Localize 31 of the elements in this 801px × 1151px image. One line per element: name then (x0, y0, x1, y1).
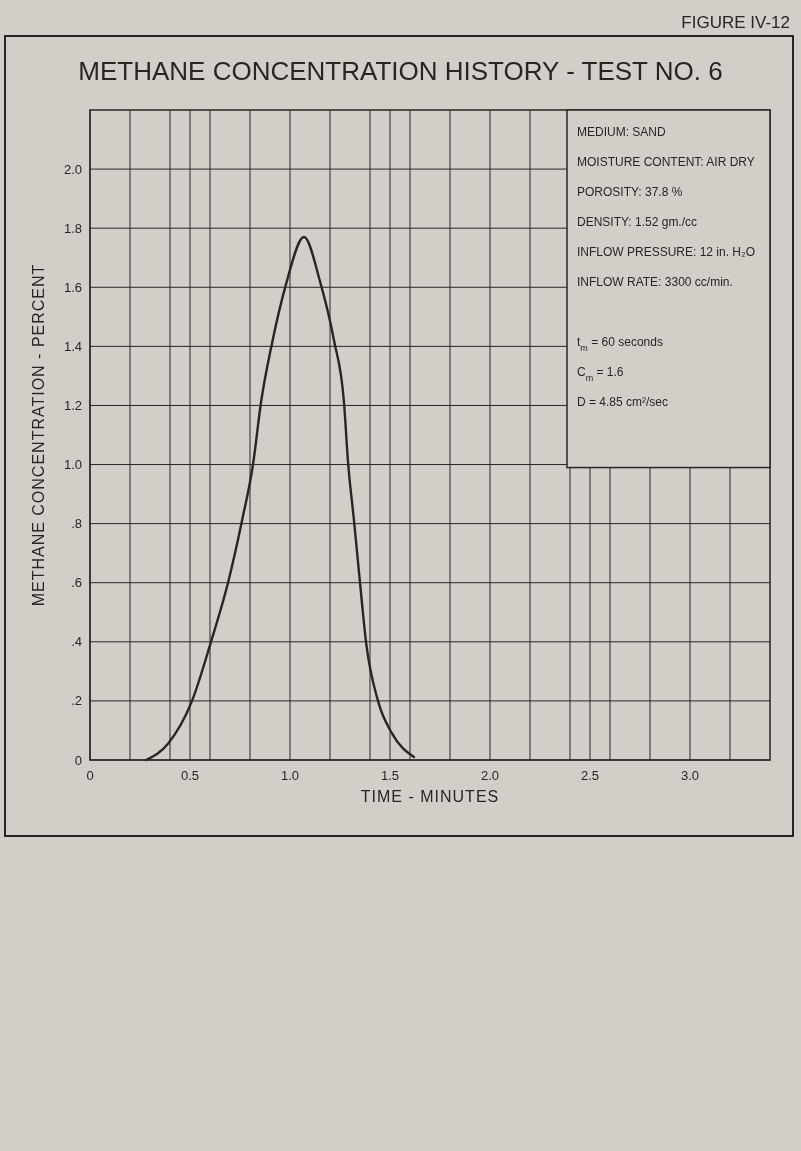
annotation: INFLOW RATE: 3300 cc/min. (577, 275, 733, 289)
y-tick-label: 1.0 (63, 457, 82, 473)
annotation: D = 4.85 cm²/sec (577, 395, 669, 409)
y-axis-title: METHANE CONCENTRATION - PERCENT (29, 263, 47, 607)
y-tick-label: 0 (74, 752, 82, 768)
y-tick-label: 1.2 (63, 397, 82, 413)
x-tick-label: 1.0 (280, 768, 300, 783)
y-tick-label: .2 (71, 693, 82, 709)
x-tick-label: 0 (86, 768, 94, 783)
annotation: t$_{m}$ = 60 seconds (577, 335, 663, 353)
y-tick-label: 1.8 (63, 220, 82, 236)
annotation: MOISTURE CONTENT: AIR DRY (577, 155, 755, 169)
text: FIGURE IV-12 (681, 13, 790, 32)
x-tick-label: 2.0 (480, 768, 500, 783)
annotation: POROSITY: 37.8 % (577, 185, 683, 199)
x-tick-label: 1.5 (380, 768, 400, 783)
x-tick-label: 3.0 (680, 768, 700, 783)
x-tick-label: 0.5 (180, 768, 200, 783)
x-axis-title: TIME - MINUTES (360, 788, 500, 805)
y-tick-label: .8 (71, 516, 82, 532)
annotation: INFLOW PRESSURE: 12 in. H₂O (577, 245, 756, 259)
annotation: MEDIUM: SAND (577, 125, 666, 139)
annotation: C$_{m}$ = 1.6 (577, 365, 624, 383)
annotation: DENSITY: 1.52 gm./cc (577, 215, 698, 229)
y-tick-label: .6 (71, 575, 82, 591)
x-tick-label: 2.5 (580, 768, 600, 783)
y-tick-label: 2.0 (63, 161, 82, 177)
y-tick-label: 1.4 (63, 338, 82, 354)
y-tick-label: .4 (71, 634, 82, 650)
chart-title: METHANE CONCENTRATION HISTORY - TEST NO. 6 (78, 56, 723, 86)
y-tick-label: 1.6 (63, 279, 82, 295)
